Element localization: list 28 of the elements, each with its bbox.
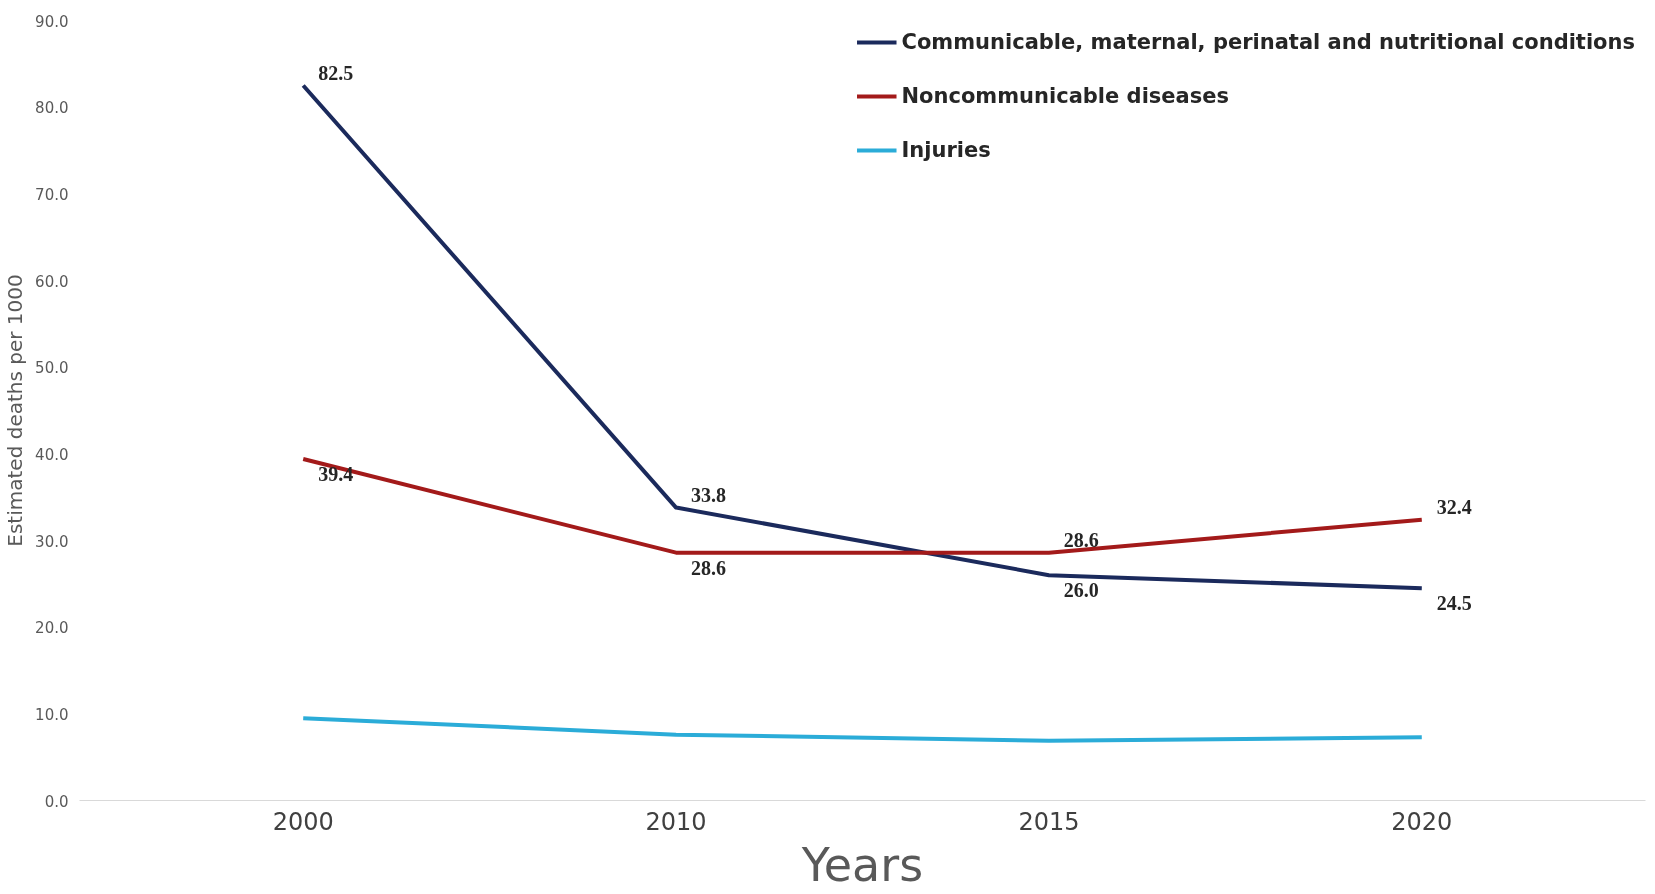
x-tick-label: 2000 — [272, 807, 334, 836]
y-tick-label: 90.0 — [35, 12, 69, 31]
y-tick-label: 80.0 — [35, 99, 69, 118]
data-label: 33.8 — [690, 483, 726, 506]
data-label: 24.5 — [1436, 592, 1472, 615]
legend-label: Injuries — [901, 138, 991, 162]
line-series — [301, 716, 1424, 743]
data-label: 26.0 — [1063, 579, 1099, 602]
y-tick-label: 20.0 — [35, 619, 69, 638]
x-tick-label: 2020 — [1391, 807, 1453, 836]
y-tick-label: 70.0 — [35, 185, 69, 204]
legend-label: Communicable, maternal, perinatal and nutritional conditions — [901, 30, 1635, 54]
data-label: 82.5 — [318, 61, 354, 84]
legend-label: Noncommunicable diseases — [901, 84, 1229, 108]
y-axis-title: Estimated deaths per 1000 — [3, 274, 28, 547]
x-tick-label: 2010 — [645, 807, 707, 836]
x-axis-title: Years — [800, 837, 924, 892]
y-tick-label: 40.0 — [35, 445, 69, 464]
y-tick-label: 10.0 — [35, 705, 69, 724]
data-label: 39.4 — [318, 463, 354, 486]
data-label: 32.4 — [1436, 495, 1472, 518]
data-label: 28.6 — [1063, 528, 1099, 551]
y-tick-label: 50.0 — [35, 359, 69, 378]
x-tick-label: 2015 — [1018, 807, 1080, 836]
y-tick-label: 60.0 — [35, 272, 69, 291]
data-label: 28.6 — [690, 556, 726, 579]
y-tick-label: 30.0 — [35, 532, 69, 551]
y-tick-label: 0.0 — [44, 792, 69, 811]
